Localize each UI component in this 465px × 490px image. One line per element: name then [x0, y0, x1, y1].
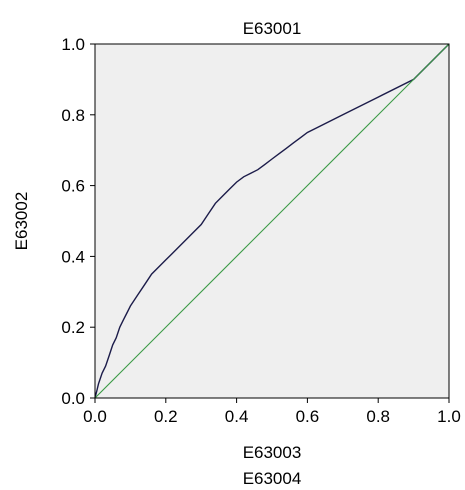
x-tick-label: 0.8 [366, 407, 390, 426]
y-tick-label: 0.4 [61, 247, 85, 266]
y-tick-label: 0.8 [61, 106, 85, 125]
reference-diagonal-line [94, 43, 450, 399]
y-tick-label: 1.0 [61, 35, 85, 54]
y-tick-label: 0.0 [61, 389, 85, 408]
footer-label: E63004 [243, 469, 302, 488]
x-tick-label: 0.6 [296, 407, 320, 426]
y-tick-label: 0.2 [61, 318, 85, 337]
plot-frame [94, 43, 450, 399]
x-tick-label: 0.2 [154, 407, 178, 426]
x-axis-label: E63003 [243, 443, 302, 462]
roc-curve-line [94, 43, 450, 399]
x-tick-label: 1.0 [437, 407, 461, 426]
chart-title: E63001 [243, 19, 302, 38]
x-tick-label: 0.4 [225, 407, 249, 426]
y-axis-label: E63002 [12, 192, 31, 251]
y-tick-label: 0.6 [61, 177, 85, 196]
x-tick-label: 0.0 [83, 407, 107, 426]
